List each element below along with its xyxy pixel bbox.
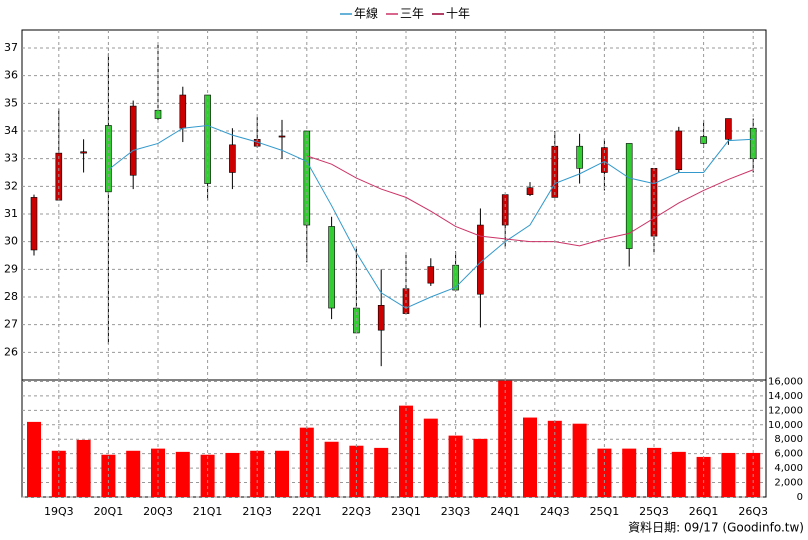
- x-tick-label: 20Q3: [143, 505, 173, 518]
- y-tick-label: 2,000: [774, 478, 803, 489]
- volume-bar: [250, 450, 265, 497]
- x-tick-label: 23Q3: [441, 505, 471, 518]
- x-tick-label: 20Q1: [94, 505, 124, 518]
- ma-line: [306, 155, 754, 247]
- candle-body: [303, 130, 311, 226]
- candle-body: [551, 145, 559, 198]
- volume-bar: [349, 445, 364, 497]
- candle-body: [229, 144, 236, 173]
- x-tick-label: 21Q3: [242, 505, 272, 518]
- y-tick-label: 30: [4, 235, 18, 248]
- volume-bar: [151, 448, 165, 497]
- y-tick-label: 6,000: [774, 449, 803, 460]
- candle-body: [80, 151, 87, 154]
- candle-body: [601, 147, 608, 173]
- x-tick-label: 24Q3: [540, 505, 570, 518]
- y-tick-label: 8,000: [774, 434, 803, 445]
- candle-body: [328, 226, 335, 309]
- candle-body: [377, 304, 385, 331]
- y-tick-label: 28: [4, 290, 18, 303]
- volume-bar: [324, 441, 339, 497]
- y-tick-label: 34: [4, 124, 18, 137]
- y-tick-label: 33: [4, 152, 18, 165]
- volume-bar: [622, 448, 637, 497]
- y-tick-label: 35: [4, 96, 18, 109]
- volume-bar: [175, 451, 190, 497]
- y-tick-label: 14,000: [768, 391, 803, 402]
- y-tick-label: 26: [4, 345, 18, 358]
- y-tick-label: 29: [4, 262, 18, 275]
- x-tick-label: 25Q3: [639, 505, 669, 518]
- y-tick-label: 27: [4, 318, 18, 331]
- volume-bar: [523, 417, 537, 497]
- volume-bar: [51, 450, 66, 497]
- volume-bar: [597, 448, 612, 497]
- plot-frame: [21, 29, 767, 498]
- ma-line: [108, 124, 754, 309]
- x-tick-label: 22Q3: [342, 505, 372, 518]
- volume-bar: [423, 418, 438, 497]
- x-tick-label: 24Q1: [490, 505, 520, 518]
- x-tick-label: 23Q1: [391, 505, 421, 518]
- candle-body: [427, 266, 435, 284]
- volume-bar: [671, 451, 686, 497]
- y-tick-label: 37: [4, 41, 18, 54]
- candle-body: [625, 143, 633, 249]
- volume-bar: [76, 439, 91, 497]
- x-tick-label: 25Q1: [590, 505, 620, 518]
- x-tick-label: 26Q3: [738, 505, 768, 518]
- y-tick-label: 4,000: [774, 463, 803, 474]
- candle-body: [675, 130, 683, 171]
- volume-bar: [448, 435, 463, 497]
- volume-bar: [126, 450, 141, 497]
- legend-label: 十年: [446, 7, 470, 21]
- volume-bar: [275, 450, 289, 497]
- candle-body: [650, 168, 658, 237]
- candle-body: [278, 135, 286, 138]
- candle-body: [725, 118, 732, 140]
- legend-label: 年線: [354, 6, 378, 21]
- candle-body: [179, 94, 187, 129]
- y-tick-label: 16,000: [768, 376, 803, 387]
- y-tick-label: 12,000: [768, 405, 803, 416]
- x-tick-label: 22Q1: [292, 505, 322, 518]
- candle-body: [576, 145, 583, 169]
- candle-body: [526, 187, 534, 195]
- footer: 資料日期: 09/17 (Goodinfo.tw): [628, 521, 804, 535]
- y-tick-label: 31: [4, 207, 18, 220]
- legend-label: 三年: [400, 7, 424, 21]
- y-tick-label: 0: [797, 492, 803, 503]
- y-tick-label: 32: [4, 179, 18, 192]
- volume-bar: [374, 447, 389, 497]
- volume-bar: [721, 452, 736, 497]
- volume-bar: [647, 447, 661, 497]
- volume-bar: [572, 423, 587, 497]
- x-tick-label: 26Q1: [689, 505, 719, 518]
- y-tick-label: 10,000: [768, 420, 803, 431]
- y-tick-label: 36: [4, 69, 18, 82]
- volume-bar: [27, 421, 41, 497]
- candle-body: [129, 105, 137, 176]
- x-tick-label: 19Q3: [44, 505, 74, 518]
- volume-bar: [225, 452, 240, 497]
- x-tick-label: 21Q1: [193, 505, 223, 518]
- candle-body: [30, 197, 38, 251]
- volume-bar: [473, 438, 488, 497]
